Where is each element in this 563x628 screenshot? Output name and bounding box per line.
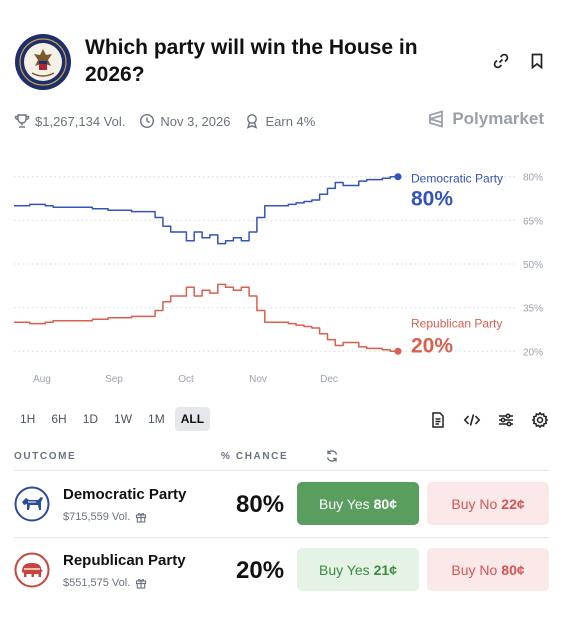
buy-yes-label: Buy Yes [319, 495, 370, 512]
end-date-text: Nov 3, 2026 [160, 113, 231, 129]
republican-elephant-icon [14, 552, 50, 588]
series-line-republican [14, 283, 398, 353]
outcome-chance: 20% [236, 557, 285, 584]
outcome-row-republican[interactable]: Republican Party $551,575 Vol. 20% Buy Y… [14, 542, 549, 604]
x-tick-label: Nov [249, 374, 267, 385]
buy-no-button[interactable]: Buy No 22¢ [427, 482, 549, 525]
filter-sliders-icon[interactable] [497, 411, 515, 429]
range-tab-1d[interactable]: 1D [82, 412, 99, 426]
buy-no-price: 80¢ [501, 561, 525, 578]
y-tick-label: 65% [523, 216, 543, 227]
range-tab-1h[interactable]: 1H [20, 412, 36, 426]
outcome-name: Republican Party [63, 552, 186, 569]
x-tick-label: Aug [33, 374, 51, 385]
polymarket-brand: Polymarket [426, 109, 544, 129]
series-end-point [394, 173, 402, 181]
outcome-volume: $551,575 Vol. [63, 577, 147, 589]
settings-gear-icon[interactable] [531, 411, 549, 429]
buy-yes-button[interactable]: Buy Yes 80¢ [297, 482, 419, 525]
series-end-point [394, 347, 402, 355]
buy-no-price: 22¢ [501, 495, 525, 512]
series-line-democratic [14, 175, 398, 245]
chance-column-header: % CHANCE [221, 451, 289, 462]
embed-code-icon[interactable] [463, 411, 481, 429]
time-range-tabs: 1H 6H 1D 1W 1M ALL [14, 407, 211, 431]
bookmark-icon[interactable] [528, 52, 546, 70]
range-tab-all[interactable]: ALL [174, 407, 211, 431]
trophy-icon [14, 114, 30, 128]
volume-stat: $1,267,134 Vol. [14, 113, 125, 129]
house-seal-icon [15, 34, 71, 90]
y-tick-label: 80% [523, 173, 543, 184]
outcomes-table-header: OUTCOME % CHANCE [14, 449, 549, 471]
outcome-chance: 80% [236, 491, 285, 518]
document-icon[interactable] [429, 411, 447, 429]
link-icon[interactable] [492, 52, 510, 70]
end-date-stat: Nov 3, 2026 [139, 113, 230, 129]
price-history-chart[interactable]: 80% 65% 50% 35% 20% Aug Sep Oct Nov Dec Democrat… [0, 158, 563, 393]
outcome-volume-text: $715,559 Vol. [63, 511, 131, 523]
buy-no-button[interactable]: Buy No 80¢ [427, 548, 549, 591]
series-name-label: Democratic Party [411, 172, 503, 186]
range-tab-1m[interactable]: 1M [148, 412, 165, 426]
outcome-column-header: OUTCOME [14, 451, 77, 462]
volume-text: $1,267,134 Vol. [35, 113, 126, 129]
democrat-donkey-icon [14, 486, 50, 522]
y-tick-label: 20% [523, 347, 543, 358]
buy-yes-button[interactable]: Buy Yes 21¢ [297, 548, 419, 591]
outcome-name: Democratic Party [63, 486, 187, 503]
buy-yes-label: Buy Yes [319, 561, 370, 578]
reward-icon [247, 114, 258, 129]
market-title: Which party will win the House in 2026? [85, 36, 418, 86]
clock-icon [140, 113, 155, 129]
outcome-row-democratic[interactable]: Democratic Party $715,559 Vol. 80% Buy Y… [14, 476, 549, 538]
gift-icon [136, 513, 147, 523]
series-value-label: 80% [411, 188, 453, 211]
chart-tools [429, 411, 549, 429]
buy-no-label: Buy No [451, 561, 498, 578]
polymarket-logo-icon [429, 110, 444, 128]
refresh-icon[interactable] [325, 449, 339, 466]
outcome-volume-text: $551,575 Vol. [63, 577, 131, 589]
series-value-label: 20% [411, 334, 453, 357]
outcome-volume: $715,559 Vol. [63, 511, 147, 523]
brand-name: Polymarket [452, 109, 544, 128]
buy-no-label: Buy No [451, 495, 498, 512]
market-meta: $1,267,134 Vol. Nov 3, 2026 Earn 4% Poly… [14, 109, 544, 131]
range-tab-1w[interactable]: 1W [114, 412, 133, 426]
y-tick-label: 50% [523, 260, 543, 271]
y-tick-label: 35% [523, 304, 543, 315]
x-tick-label: Oct [178, 374, 194, 385]
market-header: Which party will win the House in 2026? [14, 30, 554, 100]
buy-yes-price: 21¢ [373, 561, 397, 578]
range-tab-6h[interactable]: 6H [51, 412, 67, 426]
gift-icon [136, 579, 147, 589]
earn-stat[interactable]: Earn 4% [244, 113, 315, 129]
series-name-label: Republican Party [411, 316, 502, 330]
buy-yes-price: 80¢ [373, 495, 397, 512]
x-tick-label: Dec [320, 374, 338, 385]
x-tick-label: Sep [105, 374, 123, 385]
earn-text: Earn 4% [265, 113, 316, 129]
